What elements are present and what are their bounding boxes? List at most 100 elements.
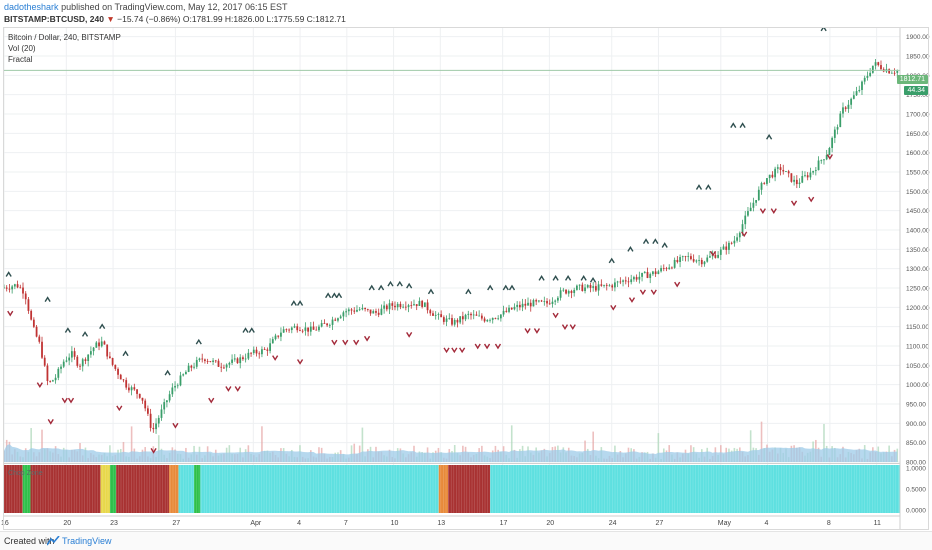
candle-body [510, 307, 513, 310]
candle-body [342, 312, 345, 317]
price-tick-label: 900.00 [906, 421, 926, 428]
fractal-down-marker [808, 196, 815, 203]
candle-body [676, 259, 679, 262]
chop-zone-segment [4, 465, 23, 513]
chop-zone-label[interactable]: Chop Zone [8, 470, 43, 477]
candle-body [247, 352, 250, 359]
candle-body [763, 183, 766, 184]
time-tick-label: 8 [827, 520, 831, 527]
fractal-down-marker [552, 312, 559, 319]
candle-body [176, 385, 179, 387]
change-value: −15.74 (−0.86%) [117, 14, 181, 24]
tradingview-logo-icon [47, 536, 60, 546]
fractal-down-marker [494, 343, 502, 350]
candle-body [608, 285, 611, 287]
candle-body [717, 254, 719, 258]
chart-frame[interactable] [3, 27, 929, 530]
candle-body [866, 75, 869, 78]
fractal-down-marker [474, 343, 481, 350]
candle-body [831, 137, 834, 148]
candlestick-series [3, 58, 899, 434]
candle-body [372, 311, 375, 314]
candle-body [779, 167, 782, 170]
author-link[interactable]: dadotheshark [4, 2, 59, 12]
candle-body [41, 341, 43, 358]
candle-body [280, 332, 282, 337]
candle-body [491, 317, 494, 320]
time-tick-label: 27 [655, 520, 663, 527]
fractal-up-marker [242, 327, 249, 333]
time-tick-label: 20 [63, 520, 71, 527]
time-tick-label: 13 [437, 520, 445, 527]
price-tick-label: 950.00 [906, 402, 926, 409]
candle-body [402, 306, 405, 308]
candle-body [60, 366, 62, 369]
candle-body [445, 318, 448, 322]
candle-body [84, 359, 87, 362]
candle-body [440, 314, 443, 318]
fractal-up-marker [695, 184, 703, 190]
fractal-down-marker [483, 343, 491, 350]
candle-body [567, 290, 570, 294]
candle-body [266, 349, 269, 351]
volume-bar [749, 430, 752, 462]
candle-body [855, 91, 858, 96]
candle-body [592, 286, 595, 288]
candle-body [475, 314, 478, 316]
tradingview-brand-link[interactable]: TradingView [62, 536, 112, 546]
candle-body [206, 361, 209, 362]
candle-body [418, 300, 421, 307]
candle-body [595, 286, 597, 291]
time-tick-label: 24 [609, 520, 617, 527]
candle-body [127, 387, 130, 391]
volume-bar [510, 425, 513, 462]
candle-body [30, 310, 33, 320]
candle-body [198, 358, 201, 361]
fractal-up-marker [335, 292, 343, 299]
symbol-label[interactable]: BITSTAMP:BTCUSD, 240 [4, 14, 104, 24]
candle-body [133, 387, 136, 390]
price-tick-label: 1900.00 [906, 34, 930, 41]
fractal-down-marker [639, 289, 646, 296]
candle-body [532, 300, 535, 307]
time-tick-label: 4 [765, 520, 769, 527]
candle-body [87, 354, 90, 362]
candle-body [814, 170, 817, 172]
candle-body [136, 389, 138, 394]
fractal-down-marker [741, 231, 748, 238]
candle-body [337, 318, 339, 321]
candle-body [95, 342, 98, 348]
legend-title[interactable]: Bitcoin / Dollar, 240, BITSTAMP [8, 33, 121, 42]
candle-body [540, 300, 543, 302]
candle-body [535, 300, 538, 302]
candle-body [163, 402, 166, 410]
candle-body [869, 72, 872, 76]
candle-body [785, 171, 787, 173]
candle-body [448, 318, 451, 319]
candle-body [456, 319, 459, 323]
time-tick-label: 27 [172, 520, 180, 527]
volume-bar [760, 421, 763, 462]
fractal-up-marker [652, 238, 659, 244]
candle-body [347, 309, 350, 312]
price-tick-label: 1500.00 [906, 189, 930, 196]
fractal-down-marker [331, 339, 338, 346]
candle-body [231, 359, 233, 363]
fractal-up-marker [552, 275, 559, 281]
price-tick-label: 1000.00 [906, 382, 930, 389]
candle-body [817, 160, 820, 171]
candle-body [13, 284, 16, 287]
candle-body [388, 303, 391, 310]
price-tick-label: 1550.00 [906, 170, 930, 177]
candle-body [690, 256, 692, 260]
candle-body [185, 371, 187, 375]
candle-body [874, 62, 877, 66]
candle-body [695, 260, 698, 262]
candle-body [125, 380, 128, 388]
candle-body [54, 377, 57, 381]
candle-body [103, 341, 106, 345]
legend-fractal[interactable]: Fractal [8, 55, 33, 64]
candle-body [527, 302, 529, 306]
legend-volume[interactable]: Vol (20) [8, 44, 36, 53]
price-tick-label: 1650.00 [906, 131, 930, 138]
